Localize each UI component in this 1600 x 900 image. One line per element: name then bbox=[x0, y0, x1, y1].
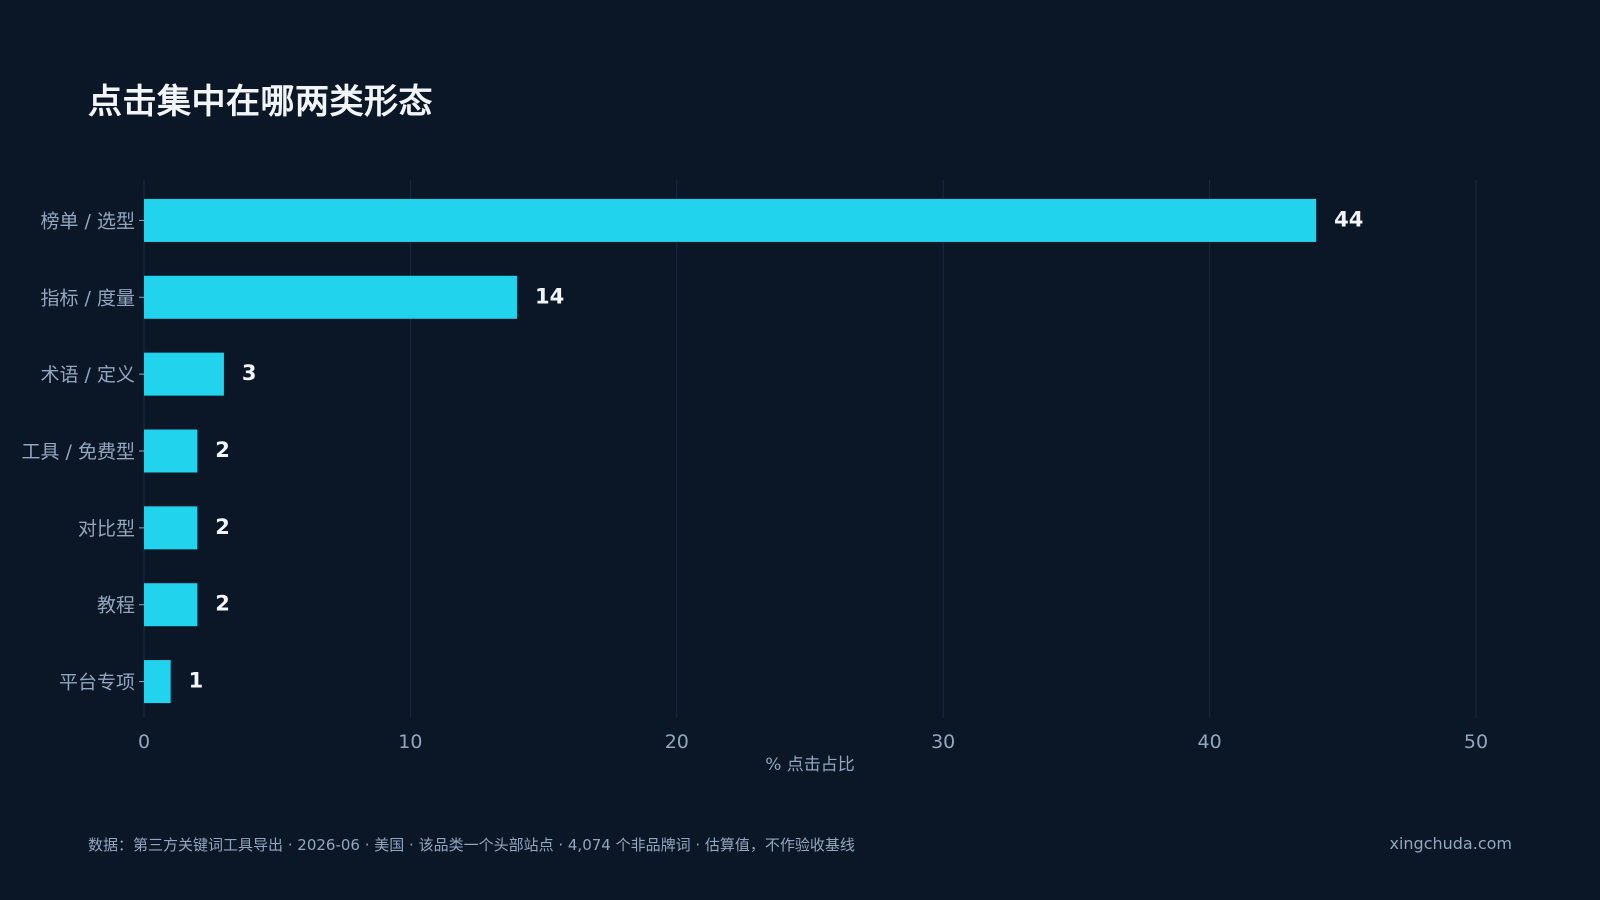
bar bbox=[144, 275, 517, 319]
chart-title: 点击集中在哪两类形态 bbox=[88, 82, 433, 122]
x-axis-title: % 点击占比 bbox=[765, 755, 855, 775]
data-source-note: 数据：第三方关键词工具导出 · 2026-06 · 美国 · 该品类一个头部站点… bbox=[88, 836, 855, 854]
x-tick-label: 40 bbox=[1198, 731, 1222, 753]
category-label: 指标 / 度量 bbox=[41, 287, 135, 309]
x-tick-label: 30 bbox=[931, 731, 955, 753]
bar bbox=[144, 506, 198, 550]
category-label: 工具 / 免费型 bbox=[22, 441, 135, 463]
bar-value-label: 3 bbox=[242, 361, 257, 385]
site-credit: xingchuda.com bbox=[1389, 834, 1512, 853]
bar-value-label: 2 bbox=[215, 592, 230, 616]
category-label: 对比型 bbox=[78, 518, 135, 540]
category-label: 榜单 / 选型 bbox=[41, 210, 135, 232]
bar bbox=[144, 352, 224, 396]
bar-value-label: 1 bbox=[189, 669, 204, 693]
x-tick-label: 20 bbox=[665, 731, 689, 753]
bar-value-label: 44 bbox=[1334, 207, 1363, 231]
bar-value-label: 2 bbox=[215, 438, 230, 462]
x-tick-label: 10 bbox=[398, 731, 422, 753]
category-label: 术语 / 定义 bbox=[41, 364, 135, 386]
x-tick-label: 50 bbox=[1464, 731, 1488, 753]
category-label: 教程 bbox=[97, 595, 135, 617]
category-label: 平台专项 bbox=[59, 672, 135, 694]
bar bbox=[144, 198, 1317, 242]
bar-value-label: 14 bbox=[535, 284, 564, 308]
bar bbox=[144, 660, 171, 704]
bar bbox=[144, 429, 198, 473]
bar-value-label: 2 bbox=[215, 515, 230, 539]
bar bbox=[144, 583, 198, 627]
x-tick-label: 0 bbox=[138, 731, 150, 753]
